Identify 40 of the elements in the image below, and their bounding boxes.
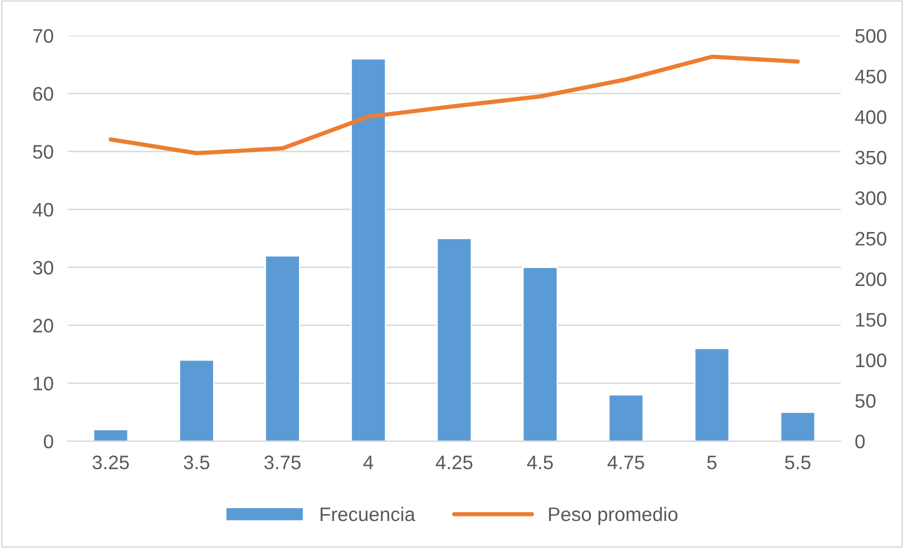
y-tick-label: 60 <box>33 87 54 101</box>
x-tick-label: 5 <box>707 456 716 470</box>
bar <box>264 255 300 442</box>
y-tick-label: 40 <box>32 202 54 217</box>
x-tick-label: 3.25 <box>92 456 129 470</box>
y-tick-label: 0 <box>44 434 54 448</box>
y2-tick-label: 350 <box>855 150 886 165</box>
y-tick-label: 10 <box>34 376 54 390</box>
x-tick-label: 5.5 <box>785 456 810 470</box>
bar <box>178 359 214 442</box>
legend-label: Peso promedio <box>549 506 678 526</box>
y2-tick-label: 500 <box>855 29 886 43</box>
bar <box>436 238 472 442</box>
x-tick-label: 4.5 <box>527 456 553 470</box>
y2-tick-label: 400 <box>855 110 886 124</box>
y-tick-label: 20 <box>33 318 54 333</box>
bar <box>780 411 816 442</box>
y2-tick-label: 100 <box>856 354 886 368</box>
y2-tick-label: 0 <box>855 434 865 448</box>
line-series <box>108 54 800 156</box>
y-tick-label: 70 <box>33 29 54 43</box>
y2-tick-label: 300 <box>855 191 886 206</box>
bar <box>522 266 558 442</box>
bar <box>92 428 129 442</box>
bar <box>350 58 386 442</box>
x-tick-label: 4.25 <box>436 456 472 470</box>
bar <box>608 394 644 442</box>
bar <box>694 348 730 442</box>
y2-tick-label: 50 <box>855 394 876 408</box>
y2-tick-label: 200 <box>856 272 886 286</box>
x-tick-label: 3.75 <box>264 456 301 470</box>
y2-tick-label: 450 <box>855 70 886 84</box>
x-tick-label: 4 <box>363 456 374 470</box>
y-tick-label: 30 <box>33 260 54 275</box>
legend-label: Frecuencia <box>320 506 416 522</box>
x-tick-label: 4.75 <box>608 456 644 470</box>
y2-tick-label: 250 <box>856 232 886 246</box>
y-tick-label: 50 <box>33 144 54 159</box>
y2-tick-label: 150 <box>856 312 886 327</box>
x-tick-label: 3.5 <box>184 456 210 470</box>
